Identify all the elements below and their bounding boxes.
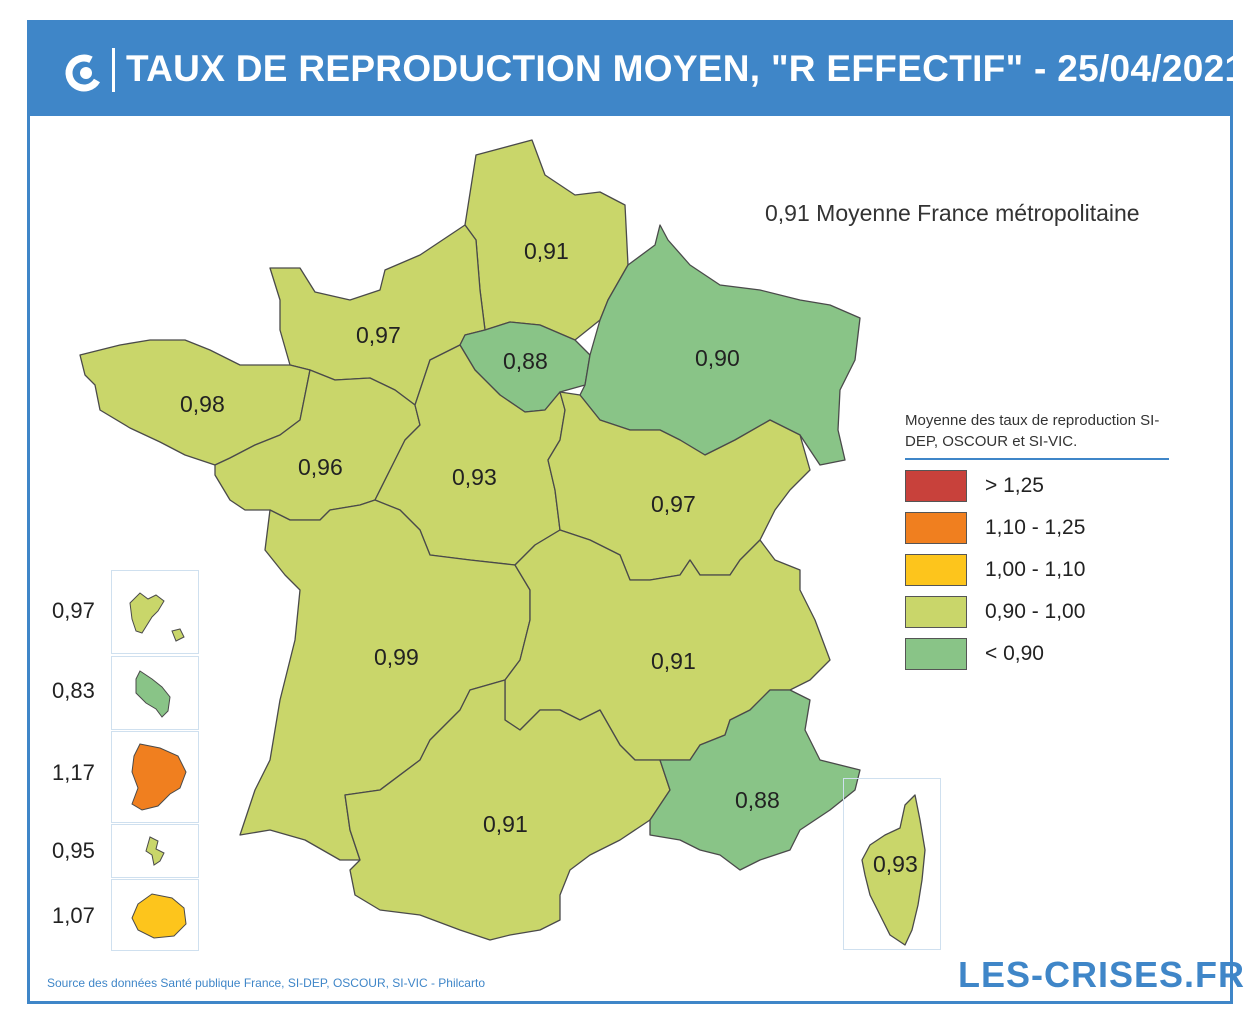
overseas-value-martinique: 0,83 <box>52 678 95 703</box>
les-crises-logo-icon <box>65 54 103 92</box>
overseas-value-reunion: 1,07 <box>52 903 95 928</box>
label-hauts-de-france: 0,91 <box>524 238 569 264</box>
overseas-value-mayotte: 0,95 <box>52 838 95 863</box>
region-corse <box>861 794 926 946</box>
label-corse: 0,93 <box>873 851 918 877</box>
legend-label: < 0,90 <box>985 642 1044 665</box>
region-grand-est <box>579 224 861 466</box>
label-normandie: 0,97 <box>356 322 401 348</box>
national-average: 0,91 Moyenne France métropolitaine <box>765 200 1140 226</box>
overseas-value-guadeloupe: 0,97 <box>52 598 95 623</box>
label-ile-de-france: 0,88 <box>503 348 548 374</box>
region-paca <box>649 689 861 871</box>
label-auvergne-rhone-alpes: 0,91 <box>651 648 696 674</box>
overseas-box-mayotte <box>111 824 199 878</box>
label-grand-est: 0,90 <box>695 345 740 371</box>
mayotte-shape <box>145 836 165 866</box>
legend-label: 0,90 - 1,00 <box>985 600 1086 623</box>
label-bourgogne-franche-comte: 0,97 <box>651 491 696 517</box>
overseas-box-guyane <box>111 731 199 823</box>
legend-swatch <box>905 638 967 670</box>
label-centre: 0,93 <box>452 464 497 490</box>
overseas-box-martinique <box>111 656 199 730</box>
overseas-box-guadeloupe <box>111 570 199 654</box>
page-title: TAUX DE REPRODUCTION MOYEN, "R EFFECTIF"… <box>126 48 1246 89</box>
overseas-box-reunion <box>111 879 199 951</box>
brand-logo-text: LES-CRISES.FR <box>958 954 1246 995</box>
legend-divider <box>905 458 1169 460</box>
legend-swatch <box>905 470 967 502</box>
source-note: Source des données Santé publique France… <box>47 976 485 990</box>
title-separator <box>112 48 115 92</box>
legend-title: Moyenne des taux de reproduction SI-DEP,… <box>905 412 1160 450</box>
label-bretagne: 0,98 <box>180 391 225 417</box>
label-pays-de-la-loire: 0,96 <box>298 454 343 480</box>
guadeloupe-shape <box>129 592 185 642</box>
corsica-inset-box <box>843 778 941 950</box>
legend-label: > 1,25 <box>985 474 1044 497</box>
header-bar <box>27 20 1233 116</box>
overseas-value-guyane: 1,17 <box>52 760 95 785</box>
guyane-shape <box>131 743 187 811</box>
reunion-shape <box>131 893 187 939</box>
label-paca: 0,88 <box>735 787 780 813</box>
label-nouvelle-aquitaine: 0,99 <box>374 644 419 670</box>
legend-swatch <box>905 554 967 586</box>
legend-swatch <box>905 596 967 628</box>
label-occitanie: 0,91 <box>483 811 528 837</box>
legend-swatch <box>905 512 967 544</box>
region-labels: 0,91 0,97 0,88 0,90 0,98 0,96 0,93 0,97 … <box>180 238 918 877</box>
martinique-shape <box>135 670 171 718</box>
legend-label: 1,10 - 1,25 <box>985 516 1086 539</box>
legend-label: 1,00 - 1,10 <box>985 558 1086 581</box>
